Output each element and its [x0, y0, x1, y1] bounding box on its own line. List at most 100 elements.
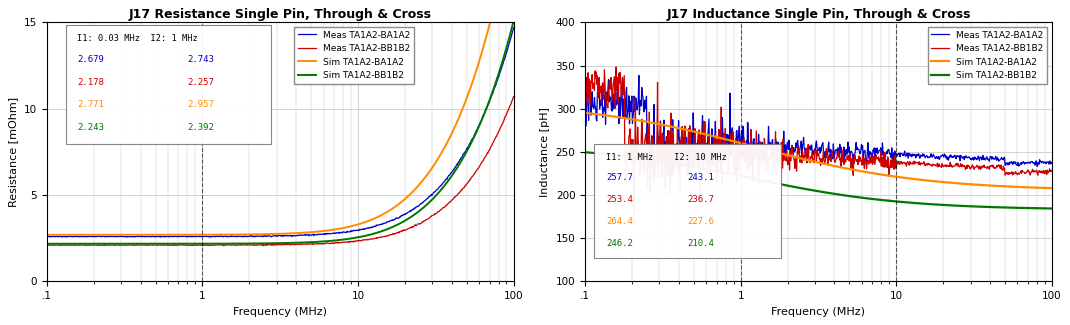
Text: 210.4: 210.4 [688, 239, 715, 248]
Text: 2.957: 2.957 [187, 100, 214, 110]
Line: Sim TA1A2-BA1A2: Sim TA1A2-BA1A2 [47, 0, 514, 235]
Meas TA1A2-BB1B2 [70, 243, 82, 247]
Meas TA1A2-BA1A2 [851, 146, 863, 150]
Text: 2.771: 2.771 [77, 100, 104, 110]
Meas TA1A2-BA1A2 [41, 234, 54, 238]
Sim TA1A2-BA1A2 [579, 111, 592, 115]
Meas TA1A2-BB1B2 [982, 165, 995, 169]
Text: 2.392: 2.392 [187, 123, 214, 132]
Meas TA1A2-BA1A2 [877, 150, 890, 154]
Meas TA1A2-BB1B2 [877, 153, 890, 157]
Sim TA1A2-BA1A2 [324, 228, 337, 232]
Sim TA1A2-BA1A2 [862, 171, 875, 175]
Sim TA1A2-BB1B2 [876, 198, 889, 202]
Text: 227.6: 227.6 [688, 217, 715, 226]
Line: Meas TA1A2-BA1A2: Meas TA1A2-BA1A2 [585, 75, 1052, 190]
Legend: Meas TA1A2-BA1A2, Meas TA1A2-BB1B2, Sim TA1A2-BA1A2, Sim TA1A2-BB1B2: Meas TA1A2-BA1A2, Meas TA1A2-BB1B2, Sim … [928, 27, 1048, 84]
Meas TA1A2-BB1B2 [608, 79, 621, 83]
Text: 257.7: 257.7 [606, 173, 633, 182]
Meas TA1A2-BA1A2 [608, 92, 621, 96]
Meas TA1A2-BB1B2 [507, 95, 520, 98]
Line: Meas TA1A2-BA1A2: Meas TA1A2-BA1A2 [47, 28, 514, 237]
Meas TA1A2-BA1A2 [203, 235, 216, 239]
Text: 243.1: 243.1 [688, 173, 715, 182]
Sim TA1A2-BA1A2 [1045, 186, 1058, 190]
Title: J17 Resistance Single Pin, Through & Cross: J17 Resistance Single Pin, Through & Cro… [128, 8, 431, 21]
Meas TA1A2-BA1A2 [395, 214, 408, 217]
Sim TA1A2-BB1B2 [862, 197, 875, 201]
Sim TA1A2-BA1A2 [933, 180, 946, 184]
Meas TA1A2-BA1A2 [70, 235, 82, 239]
Meas TA1A2-BA1A2 [324, 232, 337, 236]
X-axis label: Frequency (MHz): Frequency (MHz) [233, 307, 327, 317]
Meas TA1A2-BA1A2 [632, 73, 645, 77]
Meas TA1A2-BB1B2 [395, 229, 408, 233]
Meas TA1A2-BB1B2 [312, 242, 325, 246]
Text: 236.7: 236.7 [688, 195, 715, 204]
Sim TA1A2-BB1B2 [608, 153, 621, 157]
Text: 253.4: 253.4 [606, 195, 633, 204]
Meas TA1A2-BA1A2 [934, 155, 947, 159]
Sim TA1A2-BA1A2 [608, 114, 621, 118]
Sim TA1A2-BB1B2 [933, 203, 946, 207]
Line: Sim TA1A2-BA1A2: Sim TA1A2-BA1A2 [585, 113, 1052, 188]
Meas TA1A2-BA1A2 [312, 232, 325, 236]
Meas TA1A2-BB1B2 [610, 65, 623, 69]
X-axis label: Frequency (MHz): Frequency (MHz) [771, 307, 866, 317]
Sim TA1A2-BB1B2 [850, 195, 862, 199]
Sim TA1A2-BB1B2 [980, 205, 993, 209]
Meas TA1A2-BA1A2 [982, 157, 995, 161]
Sim TA1A2-BA1A2 [395, 201, 408, 204]
Sim TA1A2-BB1B2 [507, 19, 520, 23]
Sim TA1A2-BA1A2 [311, 230, 324, 234]
Legend: Meas TA1A2-BA1A2, Meas TA1A2-BB1B2, Sim TA1A2-BA1A2, Sim TA1A2-BB1B2: Meas TA1A2-BA1A2, Meas TA1A2-BB1B2, Sim … [294, 27, 414, 84]
Meas TA1A2-BB1B2 [863, 154, 876, 158]
Sim TA1A2-BB1B2 [338, 238, 351, 241]
Sim TA1A2-BB1B2 [395, 221, 408, 225]
Title: J17 Inductance Single Pin, Through & Cross: J17 Inductance Single Pin, Through & Cro… [667, 8, 970, 21]
Meas TA1A2-BB1B2 [1045, 169, 1058, 173]
Meas TA1A2-BB1B2 [217, 244, 230, 248]
Meas TA1A2-BA1A2 [579, 99, 592, 103]
Meas TA1A2-BB1B2 [338, 240, 351, 244]
Text: 264.4: 264.4 [606, 217, 633, 226]
Line: Meas TA1A2-BB1B2: Meas TA1A2-BB1B2 [47, 97, 514, 246]
Meas TA1A2-BB1B2 [851, 157, 863, 161]
Sim TA1A2-BA1A2 [41, 233, 54, 237]
Sim TA1A2-BB1B2 [579, 150, 592, 154]
Meas TA1A2-BA1A2 [443, 174, 456, 177]
Line: Sim TA1A2-BB1B2: Sim TA1A2-BB1B2 [47, 21, 514, 244]
Sim TA1A2-BA1A2 [338, 226, 351, 230]
Y-axis label: Resistance [mOhm]: Resistance [mOhm] [9, 97, 18, 207]
Line: Sim TA1A2-BB1B2: Sim TA1A2-BB1B2 [585, 152, 1052, 209]
Meas TA1A2-BB1B2 [934, 164, 947, 168]
Meas TA1A2-BB1B2 [324, 241, 337, 245]
Line: Meas TA1A2-BB1B2: Meas TA1A2-BB1B2 [585, 67, 1052, 214]
Text: 2.743: 2.743 [187, 55, 214, 64]
Sim TA1A2-BB1B2 [311, 240, 324, 244]
Sim TA1A2-BA1A2 [70, 233, 82, 237]
FancyBboxPatch shape [65, 25, 271, 144]
Y-axis label: Inductance [pH]: Inductance [pH] [540, 107, 550, 197]
Sim TA1A2-BB1B2 [1045, 207, 1058, 211]
Sim TA1A2-BB1B2 [41, 242, 54, 246]
Sim TA1A2-BA1A2 [850, 168, 862, 172]
Text: 2.243: 2.243 [77, 123, 104, 132]
Meas TA1A2-BB1B2 [628, 213, 641, 216]
Sim TA1A2-BB1B2 [324, 239, 337, 243]
Sim TA1A2-BA1A2 [876, 173, 889, 177]
Text: 246.2: 246.2 [606, 239, 633, 248]
Meas TA1A2-BA1A2 [507, 26, 520, 30]
Sim TA1A2-BA1A2 [980, 183, 993, 187]
Text: I1: 1 MHz    I2: 10 MHz: I1: 1 MHz I2: 10 MHz [606, 153, 727, 162]
Text: 2.257: 2.257 [187, 78, 214, 87]
Meas TA1A2-BB1B2 [41, 243, 54, 247]
Meas TA1A2-BA1A2 [863, 150, 876, 153]
Text: 2.679: 2.679 [77, 55, 104, 64]
Meas TA1A2-BA1A2 [1045, 161, 1058, 165]
Meas TA1A2-BB1B2 [443, 200, 456, 204]
Sim TA1A2-BB1B2 [442, 178, 455, 182]
Meas TA1A2-BA1A2 [338, 230, 351, 234]
FancyBboxPatch shape [595, 144, 781, 258]
Text: I1: 0.03 MHz  I2: 1 MHz: I1: 0.03 MHz I2: 1 MHz [77, 34, 198, 43]
